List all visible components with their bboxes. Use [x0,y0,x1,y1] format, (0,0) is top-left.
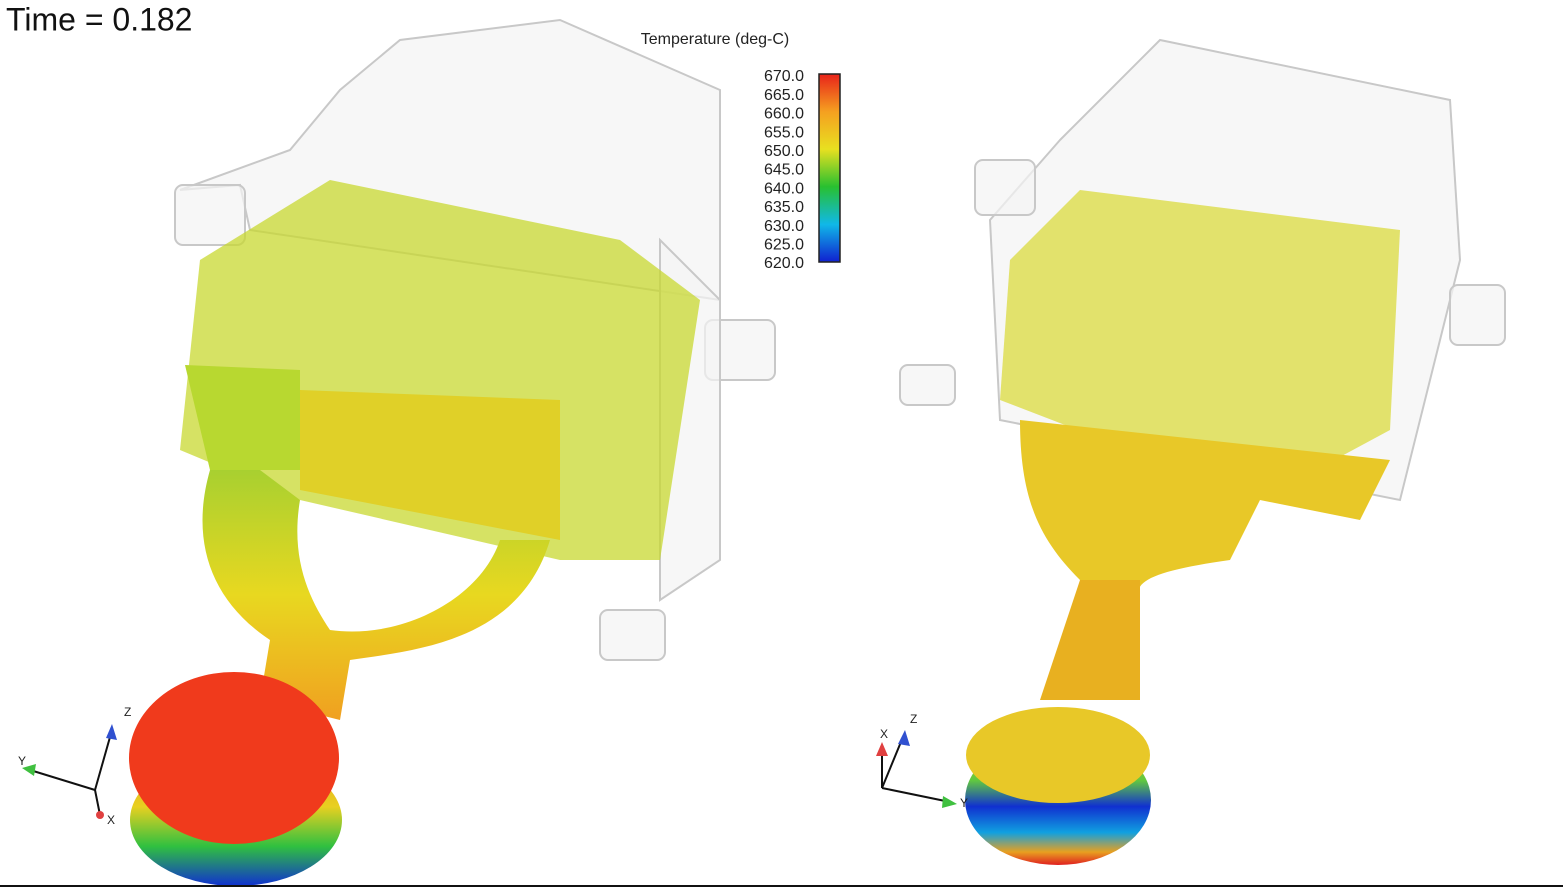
colorbar-label: 665.0 [764,87,804,104]
colorbar-label: 660.0 [764,106,804,123]
axis-label: X [880,727,888,741]
axis-label: Z [124,705,131,719]
colorbar-label: 625.0 [764,237,804,254]
colorbar-label: 645.0 [764,162,804,179]
right-axis-triad [876,730,957,808]
time-label: Time = 0.182 [6,1,192,37]
colorbar-label: 655.0 [764,124,804,141]
colorbar-label: 630.0 [764,218,804,235]
axis-label: Y [18,754,26,768]
colorbar-title: Temperature (deg-C) [641,31,790,48]
axis-label: Z [910,712,917,726]
colorbar [818,73,841,263]
colorbar-label: 670.0 [764,68,804,85]
axis-label: X [107,813,115,827]
axis-label: Y [960,796,968,810]
colorbar-label: 650.0 [764,143,804,160]
colorbar-label: 635.0 [764,199,804,216]
left-casting [129,180,700,886]
colorbar-label: 640.0 [764,180,804,197]
left-axis-triad [22,724,117,819]
colorbar-label: 620.0 [764,255,804,272]
right-casting [965,190,1400,865]
